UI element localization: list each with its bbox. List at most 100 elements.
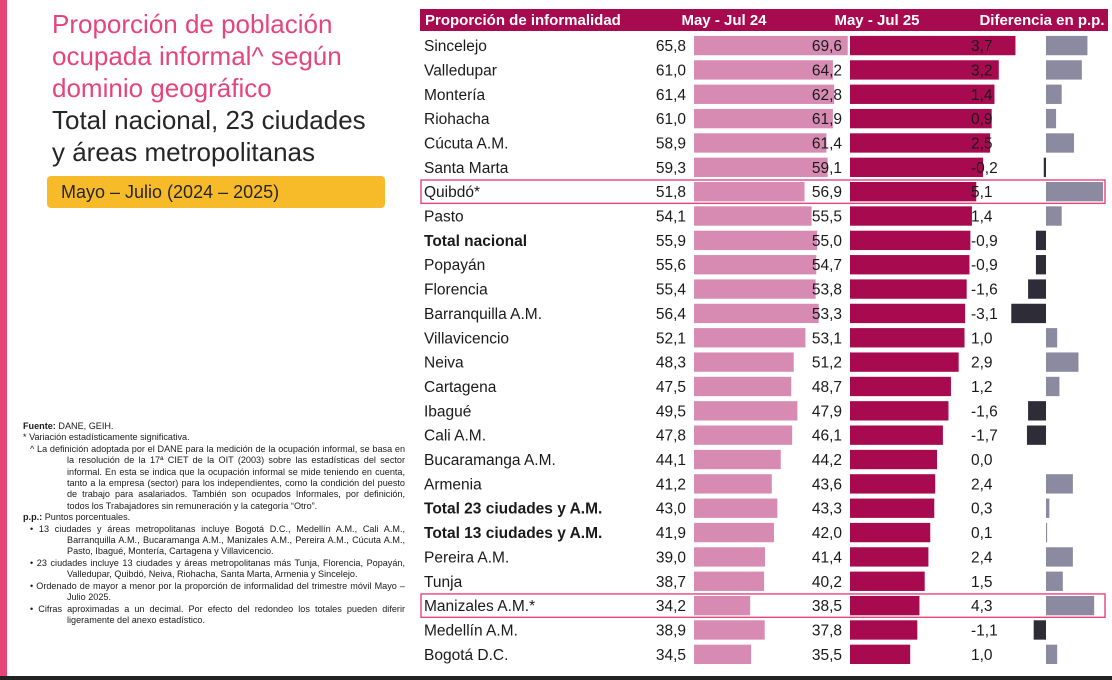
- value-2024: 44,1: [656, 452, 686, 469]
- note-13-cities: • 13 ciudades y áreas metropolitanas inc…: [30, 523, 405, 557]
- title-line-3: dominio geográfico: [52, 73, 272, 103]
- bar-2024: [694, 376, 792, 397]
- value-diff: 0,1: [971, 525, 993, 542]
- bar-2024: [694, 303, 819, 324]
- value-diff: -1,6: [971, 403, 998, 420]
- bar-2025: [850, 157, 984, 177]
- value-diff: -1,6: [971, 282, 998, 299]
- row-label: Tunja: [424, 574, 463, 591]
- value-2024: 43,0: [656, 501, 687, 518]
- value-diff: 1,4: [971, 87, 993, 104]
- bar-diff: [1046, 352, 1079, 372]
- row-label: Pereira A.M.: [424, 549, 509, 566]
- value-2024: 61,4: [656, 87, 687, 104]
- value-2024: 47,8: [656, 428, 686, 445]
- row-label: Bogotá D.C.: [424, 647, 508, 664]
- bar-diff: [1035, 255, 1046, 275]
- row-label: Popayán: [424, 257, 485, 274]
- header-band: [420, 9, 1108, 31]
- note-order: • Ordenado de mayor a menor por la propo…: [30, 580, 405, 603]
- bar-2024: [694, 352, 794, 372]
- value-diff: 2,4: [971, 476, 993, 493]
- bar-diff: [1026, 425, 1046, 445]
- note-source-text: DANE, GEIH.: [55, 421, 114, 431]
- value-2024: 54,1: [656, 209, 686, 226]
- bar-2024: [694, 255, 817, 275]
- title-line-1: Proporción de población: [52, 9, 333, 39]
- value-2025: 51,2: [812, 355, 842, 372]
- value-2025: 56,9: [812, 184, 842, 201]
- significant-row-highlight: [420, 593, 1106, 619]
- note-pp-text: Puntos porcentuales.: [42, 512, 131, 523]
- footnotes: Fuente: DANE, GEIH. * Variación estadíst…: [23, 421, 405, 626]
- bar-2025: [850, 498, 935, 518]
- bar-diff: [1046, 571, 1063, 591]
- row-label: Montería: [424, 87, 486, 104]
- bar-2024: [694, 108, 833, 129]
- value-2025: 55,5: [812, 209, 842, 226]
- bar-2025: [850, 449, 938, 470]
- value-2024: 65,8: [656, 38, 686, 55]
- bar-2024: [694, 620, 765, 640]
- bar-2025: [850, 522, 931, 543]
- bar-2024: [694, 133, 827, 153]
- significant-row-highlight: [420, 179, 1106, 205]
- bar-2024: [694, 84, 835, 104]
- row-label: Riohacha: [424, 111, 490, 128]
- bar-2025: [850, 255, 970, 275]
- value-2025: 38,5: [812, 598, 842, 615]
- value-diff: 1,5: [971, 574, 993, 591]
- bar-diff: [1046, 60, 1082, 80]
- row-label: Sincelejo: [424, 38, 487, 55]
- value-2024: 59,3: [656, 160, 686, 177]
- value-diff: 1,0: [971, 330, 993, 347]
- bar-diff: [1011, 303, 1046, 324]
- bar-2024: [694, 425, 793, 445]
- bar-2025: [850, 35, 1016, 56]
- accent-stripe: [0, 0, 7, 680]
- row-label: Cali A.M.: [424, 428, 486, 445]
- value-2025: 61,9: [812, 111, 842, 128]
- value-2025: 40,2: [812, 574, 842, 591]
- bar-2024: [694, 157, 828, 177]
- value-diff: 0,3: [971, 501, 993, 518]
- value-2025: 53,1: [812, 330, 842, 347]
- value-2025: 42,0: [812, 525, 843, 542]
- bar-diff: [1046, 84, 1062, 104]
- value-2024: 58,9: [656, 135, 686, 152]
- value-2025: 62,8: [812, 87, 842, 104]
- bar-diff: [1043, 157, 1046, 177]
- bar-2024: [694, 595, 751, 616]
- title-line-2: ocupada informal^ según: [52, 41, 342, 71]
- row-label: Santa Marta: [424, 160, 509, 177]
- row-label: Valledupar: [424, 62, 497, 79]
- value-diff: 4,3: [971, 598, 993, 615]
- note-rounding: • Cifras aproximadas a un decimal. Por e…: [30, 603, 405, 625]
- note-definition: ^ La definición adoptada por el DANE par…: [30, 443, 405, 511]
- value-2024: 55,9: [656, 233, 686, 250]
- bar-2024: [694, 449, 781, 470]
- value-2024: 49,5: [656, 403, 686, 420]
- bar-2025: [850, 620, 918, 640]
- value-diff: -0,9: [971, 233, 998, 250]
- row-label: Manizales A.M.*: [424, 598, 535, 615]
- value-diff: -1,1: [971, 622, 998, 639]
- bar-diff: [1046, 644, 1058, 664]
- bar-2025: [850, 401, 949, 421]
- bar-2025: [850, 108, 992, 129]
- value-diff: -0,2: [971, 160, 998, 177]
- value-2025: 55,0: [812, 233, 843, 250]
- column-header: May - Jul 25: [834, 12, 919, 29]
- bar-2024: [694, 35, 848, 56]
- bar-2025: [850, 425, 943, 445]
- row-label: Total nacional: [424, 233, 527, 250]
- row-label: Armenia: [424, 476, 482, 493]
- value-2025: 61,4: [812, 135, 843, 152]
- bar-2025: [850, 206, 972, 226]
- bar-diff: [1046, 108, 1057, 129]
- bar-diff: [1046, 182, 1104, 202]
- value-diff: -3,1: [971, 306, 998, 323]
- bar-2024: [694, 60, 833, 80]
- value-2025: 59,1: [812, 160, 842, 177]
- row-label: Quibdó*: [424, 184, 480, 201]
